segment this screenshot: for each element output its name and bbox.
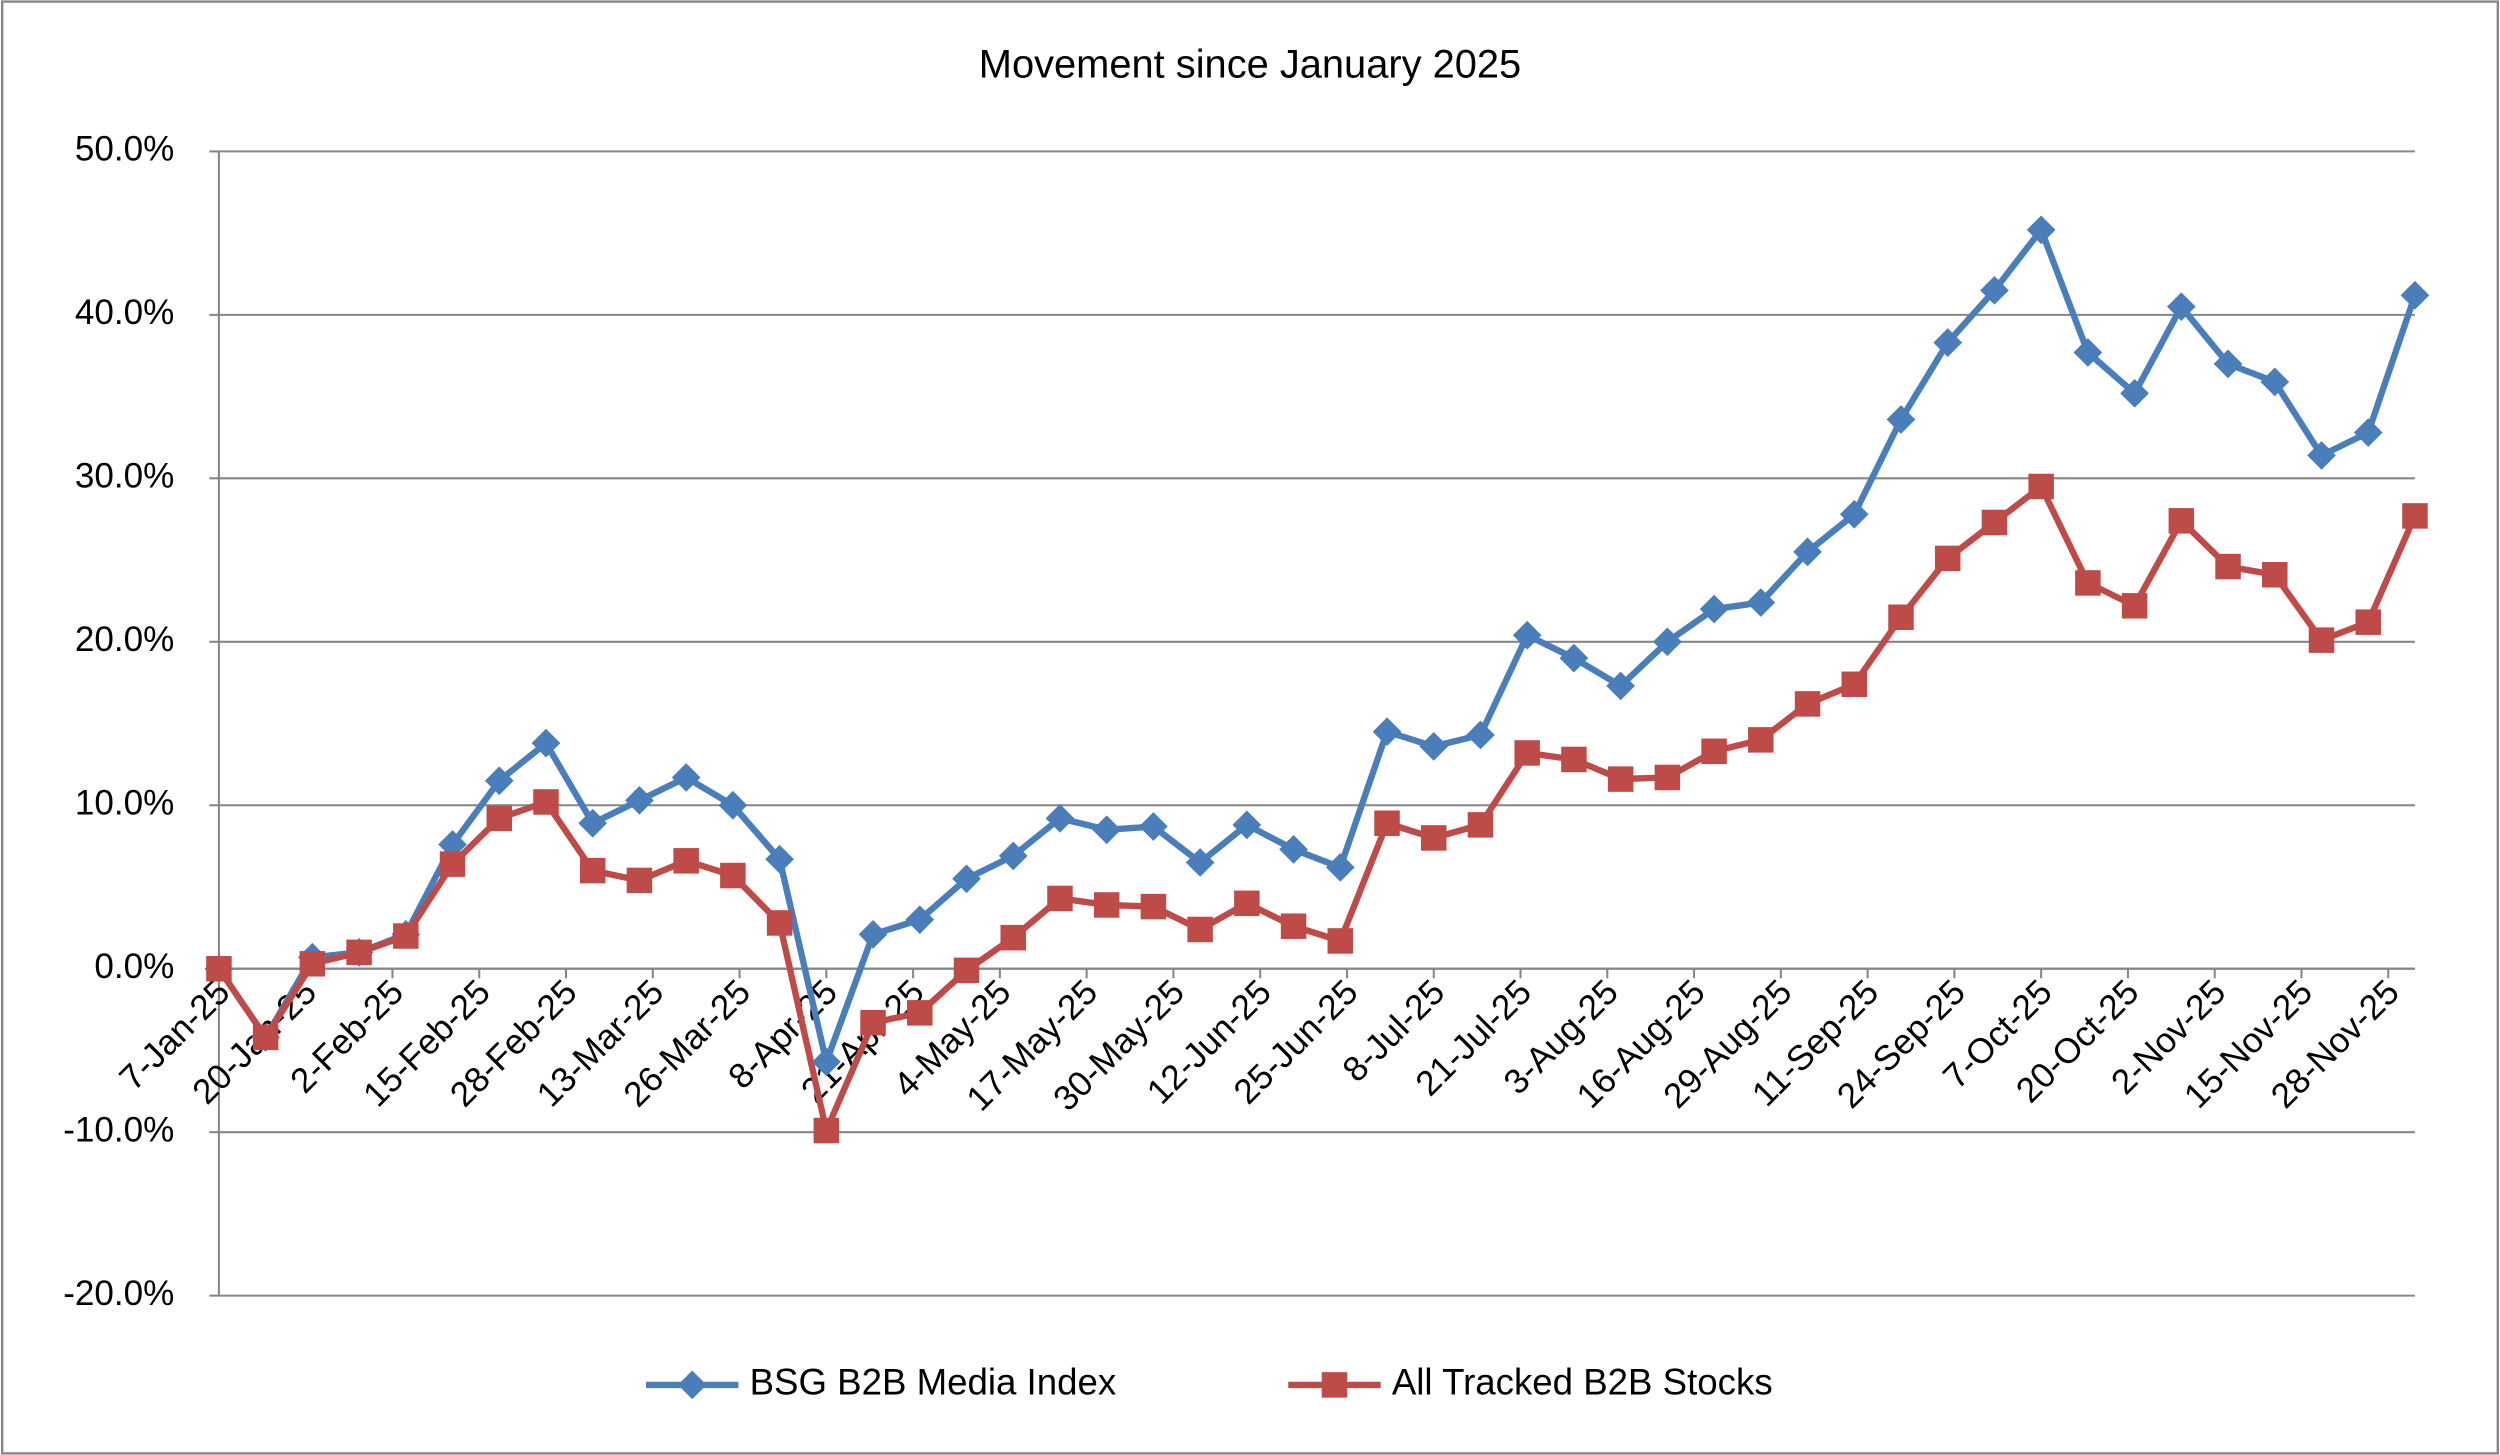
marker [1699,594,1729,624]
marker [952,864,981,894]
marker [1981,509,2008,536]
y-tick-label: 20.0% [75,620,174,659]
marker [206,955,232,982]
marker [2353,418,2383,447]
marker [860,1009,886,1036]
marker [2075,570,2101,596]
marker [813,1117,840,1144]
marker [1561,746,1587,773]
marker [1886,405,1916,434]
marker [2308,627,2335,653]
marker [2120,378,2149,408]
marker [720,862,746,889]
marker [2168,508,2195,534]
y-tick-label: -20.0% [63,1274,174,1313]
marker [1653,627,1682,657]
marker [1701,738,1727,765]
legend-label: All Tracked B2B Stocks [1392,1362,1773,1403]
marker [346,939,372,966]
marker [533,789,559,815]
marker [579,857,606,884]
marker [1888,604,1914,631]
y-tick-label: 10.0% [75,784,174,823]
y-tick-label: 0.0% [94,947,174,986]
marker [2402,503,2428,529]
marker [486,805,513,832]
marker [626,867,653,894]
marker [1045,803,1075,833]
marker [1279,835,1308,864]
chart-title: Movement since January 2025 [979,42,1521,86]
y-tick-label: 30.0% [75,457,174,496]
marker [2073,338,2103,367]
marker [393,923,419,949]
marker [2262,562,2288,588]
marker [1140,893,1167,920]
marker [2355,609,2381,635]
marker [1841,671,1868,698]
marker [1093,892,1120,918]
legend-label: BSG B2B Media Index [750,1362,1117,1403]
marker [299,951,326,977]
marker [1606,671,1635,701]
marker [1794,691,1821,717]
y-tick-label: -10.0% [63,1110,174,1149]
marker [1047,885,1073,912]
marker [2215,553,2241,580]
marker [1933,328,1963,357]
marker [1234,890,1260,917]
marker [1467,812,1494,838]
marker [1321,1372,1348,1398]
marker [1280,913,1307,939]
marker [1934,545,1961,572]
y-tick-label: 50.0% [75,130,174,169]
marker [439,851,466,877]
marker [673,848,699,874]
marker [1466,720,1495,750]
marker [811,1047,841,1077]
marker [1654,764,1681,791]
marker [953,957,980,984]
marker [1748,727,1774,753]
marker [718,790,748,820]
marker [2121,593,2148,619]
marker [1187,916,1213,943]
marker [766,910,793,936]
marker [252,1024,279,1051]
marker [1607,766,1634,792]
marker [484,766,514,796]
y-tick-label: 40.0% [75,293,174,332]
marker [2028,473,2054,500]
marker [1000,924,1026,951]
series-line [216,226,2418,1066]
marker [1980,275,2009,305]
marker [1374,810,1400,836]
marker [1420,825,1447,851]
marker [1746,588,1776,617]
marker [1327,928,1354,954]
marker [1514,740,1540,766]
marker [2213,349,2243,379]
marker [907,1000,933,1026]
marker [2026,215,2056,245]
